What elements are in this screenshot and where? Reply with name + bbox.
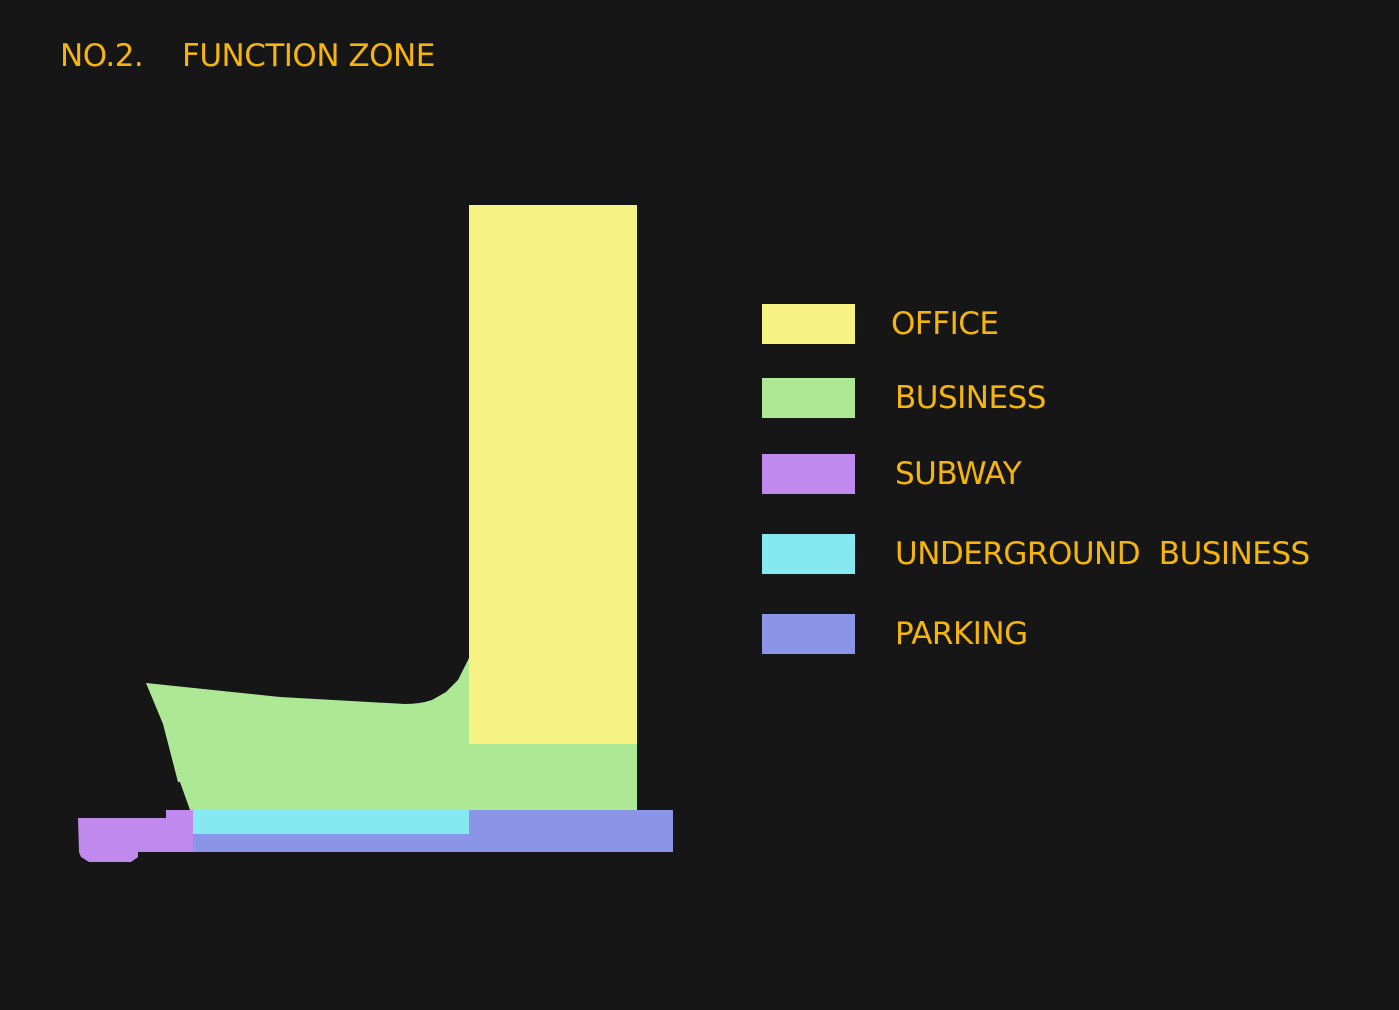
underground-business-zone <box>193 810 469 834</box>
title-number: NO.2. <box>60 38 144 74</box>
business-zone <box>146 658 637 810</box>
parking-zone-right <box>469 810 673 852</box>
office-zone <box>469 205 637 744</box>
legend-label: PARKING <box>895 616 1028 652</box>
legend-swatch <box>762 454 855 494</box>
legend-label: SUBWAY <box>895 456 1022 492</box>
legend-swatch <box>762 378 855 418</box>
legend-label: OFFICE <box>891 306 999 342</box>
page-title: NO.2. FUNCTION ZONE <box>60 38 435 74</box>
legend-label: BUSINESS <box>895 380 1046 416</box>
subway-zone <box>78 810 193 862</box>
legend-swatch <box>762 304 855 344</box>
legend-label: UNDERGROUND BUSINESS <box>895 536 1310 572</box>
parking-zone-lower <box>193 834 469 852</box>
title-text: FUNCTION ZONE <box>182 38 435 74</box>
legend-swatch <box>762 534 855 574</box>
legend-swatch <box>762 614 855 654</box>
